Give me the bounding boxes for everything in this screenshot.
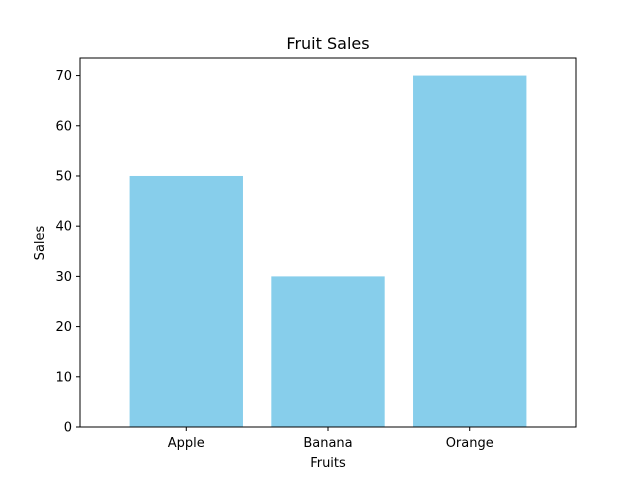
y-tick-label-30: 30 (55, 270, 72, 285)
x-tick-label-apple: Apple (168, 436, 205, 451)
bar-orange (413, 75, 527, 428)
bar-apple (129, 175, 243, 427)
x-axis-label: Fruits (310, 456, 346, 471)
bar-group (129, 75, 527, 428)
y-tick-label-10: 10 (55, 370, 72, 385)
x-tick-label-banana: Banana (303, 436, 352, 451)
chart-title: Fruit Sales (286, 34, 369, 53)
y-tick-label-60: 60 (55, 119, 72, 134)
y-tick-label-50: 50 (55, 169, 72, 184)
x-tick-label-orange: Orange (446, 436, 494, 451)
y-axis-label: Sales (33, 225, 48, 260)
y-tick-label-40: 40 (55, 220, 72, 235)
y-tick-label-0: 0 (64, 421, 72, 436)
y-tick-label-70: 70 (55, 69, 72, 84)
x-axis-ticks: Apple Banana Orange (168, 427, 494, 451)
plot-frame (79, 57, 577, 428)
y-axis-ticks: 0 10 20 30 40 50 60 70 (55, 69, 80, 436)
y-tick-label-20: 20 (55, 320, 72, 335)
bar-banana (271, 276, 385, 427)
